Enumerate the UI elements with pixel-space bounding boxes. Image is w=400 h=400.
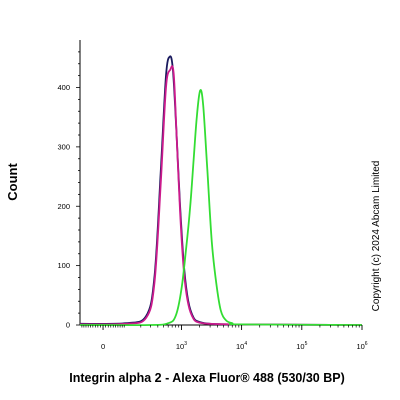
series-line-3 [79,89,363,327]
x-tick-label: 104 [236,341,247,351]
y-axis-ticks: 0 100 200 300 400 [57,51,80,330]
x-axis-ticks: 0 103 104 105 106 [81,325,368,351]
y-tick-label: 100 [57,261,70,270]
y-tick-label: 0 [66,321,70,330]
y-tick-label: 200 [57,202,70,211]
copyright-notice: Copyright (c) 2024 Abcam Limited [371,161,382,312]
series-line-2 [79,65,363,326]
series-curves [79,55,363,327]
x-tick-label: 105 [296,341,307,351]
x-tick-label: 0 [101,342,105,351]
y-axis-title: Count [5,163,20,201]
x-axis-title: Integrin alpha 2 - Alexa Fluor® 488 (530… [69,371,345,385]
x-tick-label: 106 [356,341,367,351]
x-tick-label: 103 [176,341,187,351]
y-tick-label: 300 [57,142,70,151]
y-tick-label: 400 [57,83,70,92]
